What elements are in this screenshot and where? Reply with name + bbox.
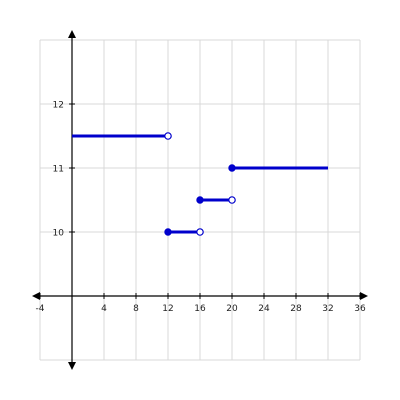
x-tick-label: 36 [354,304,366,314]
y-tick-label: 12 [53,101,64,111]
y-tick-label: 11 [53,165,64,175]
open-endpoint [196,228,204,236]
open-endpoint [164,132,172,140]
x-tick-label: 8 [133,304,139,314]
x-tick-label: 32 [322,304,333,314]
x-tick-label: 12 [162,304,173,314]
closed-endpoint [164,228,172,236]
x-tick-label: 20 [226,304,238,314]
x-axis-right-arrow [360,292,368,300]
x-tick-label: 16 [194,304,206,314]
tick-labels: -4 4 8 12 16 20 24 28 32 36 10 11 12 [36,101,366,315]
y-tick-label: 10 [53,229,65,239]
x-axis-left-arrow [32,292,40,300]
closed-endpoint [196,196,204,204]
y-axis-down-arrow [68,362,76,370]
closed-endpoint [228,164,236,172]
series [72,132,328,236]
y-axis-up-arrow [68,30,76,38]
open-endpoint [228,196,236,204]
x-tick-label: -4 [36,304,45,314]
x-tick-label: 4 [101,304,107,314]
x-tick-label: 28 [290,304,302,314]
x-tick-label: 24 [258,304,270,314]
